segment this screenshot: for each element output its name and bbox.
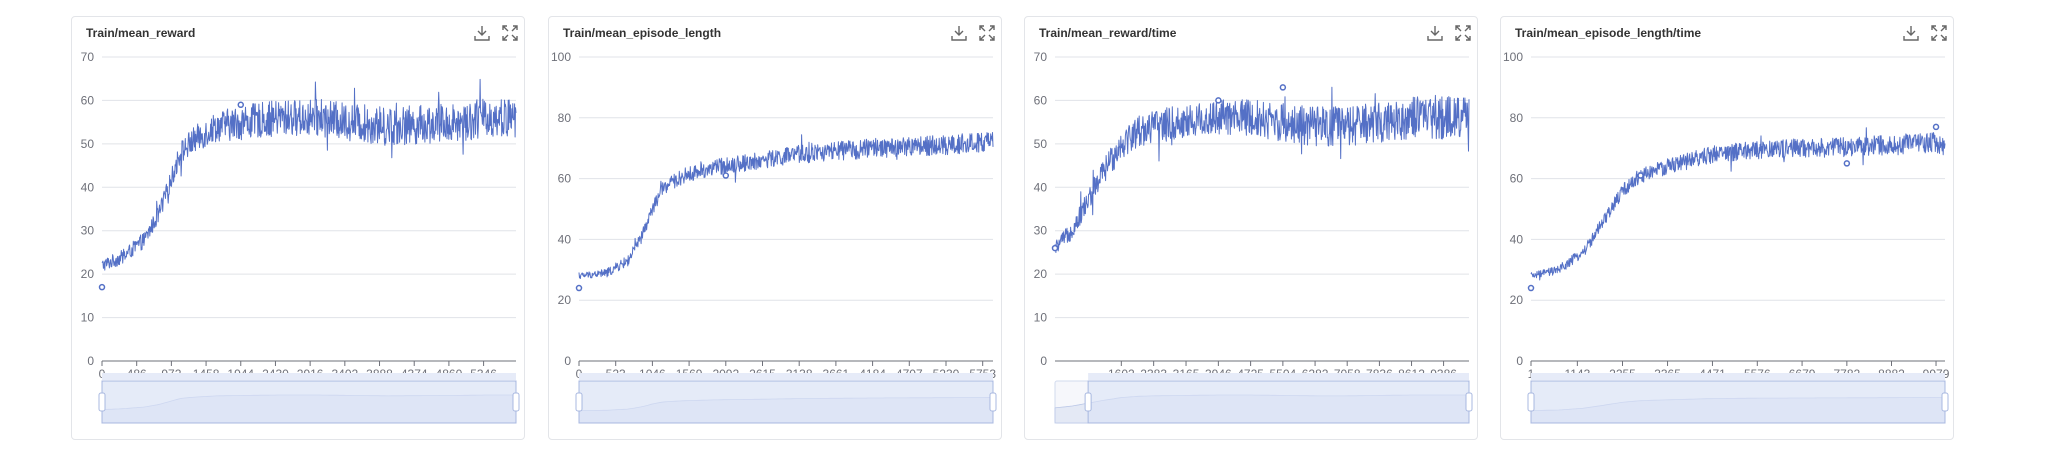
data-point-marker bbox=[1932, 123, 1940, 131]
zoom-handle[interactable] bbox=[575, 392, 583, 412]
zoom-move-bar[interactable] bbox=[1088, 373, 1469, 380]
zoom-selection[interactable] bbox=[1087, 380, 1470, 424]
series-line bbox=[1054, 86, 1470, 253]
series-line bbox=[101, 78, 517, 271]
download-icon[interactable] bbox=[949, 23, 969, 43]
fullscreen-icon[interactable] bbox=[500, 23, 520, 43]
zoom-handle[interactable] bbox=[1527, 392, 1535, 412]
y-tick-label: 70 bbox=[81, 50, 95, 64]
zoom-handle[interactable] bbox=[98, 392, 106, 412]
zoom-selection[interactable] bbox=[101, 380, 517, 424]
chart-title: Train/mean_reward bbox=[86, 26, 196, 40]
download-icon[interactable] bbox=[472, 23, 492, 43]
y-tick-label: 80 bbox=[1510, 111, 1524, 125]
data-point-marker bbox=[237, 101, 245, 109]
y-tick-label: 0 bbox=[1516, 354, 1523, 368]
y-tick-label: 60 bbox=[1510, 172, 1524, 186]
chart-canvas: 0102030405060700486972145819442430291634… bbox=[81, 50, 520, 424]
data-point-marker bbox=[1637, 172, 1644, 179]
fullscreen-icon[interactable] bbox=[977, 23, 997, 43]
chart-title: Train/mean_episode_length/time bbox=[1515, 26, 1702, 40]
zoom-move-bar[interactable] bbox=[102, 373, 516, 380]
chart-canvas: 0204060801000523104615692092261531383661… bbox=[551, 50, 997, 424]
y-tick-label: 30 bbox=[1034, 224, 1048, 238]
series-line bbox=[1530, 127, 1946, 281]
chart-panel-1: Train/mean_reward 0102030405060700486972… bbox=[71, 16, 525, 440]
chart-title: Train/mean_reward/time bbox=[1039, 26, 1177, 40]
y-tick-label: 40 bbox=[558, 232, 572, 246]
y-tick-label: 30 bbox=[81, 224, 95, 238]
y-tick-label: 70 bbox=[1034, 50, 1048, 64]
y-tick-label: 20 bbox=[1510, 293, 1524, 307]
fullscreen-icon[interactable] bbox=[1453, 23, 1473, 43]
data-point-marker bbox=[575, 284, 583, 292]
chart-canvas: 0102030405060701602238331653946472555046… bbox=[1034, 50, 1473, 424]
chart-panel-3: Train/mean_reward/time 01020304050607016… bbox=[1024, 16, 1478, 440]
y-tick-label: 40 bbox=[81, 180, 95, 194]
data-point-marker bbox=[1527, 284, 1535, 292]
zoom-handle[interactable] bbox=[512, 392, 520, 412]
zoom-handle[interactable] bbox=[1941, 392, 1949, 412]
y-tick-label: 60 bbox=[558, 172, 572, 186]
y-tick-label: 100 bbox=[1503, 50, 1523, 64]
data-point-marker bbox=[722, 172, 730, 179]
chart-panel-2: Train/mean_episode_length 02040608010005… bbox=[548, 16, 1002, 440]
download-icon[interactable] bbox=[1901, 23, 1921, 43]
y-tick-label: 10 bbox=[81, 311, 95, 325]
data-point-marker bbox=[1279, 84, 1287, 91]
data-point-marker bbox=[1051, 244, 1059, 252]
data-point-marker bbox=[1215, 97, 1222, 104]
y-tick-label: 50 bbox=[1034, 137, 1048, 151]
fullscreen-icon[interactable] bbox=[1929, 23, 1949, 43]
y-tick-label: 20 bbox=[81, 267, 95, 281]
y-tick-label: 0 bbox=[564, 354, 571, 368]
y-tick-label: 20 bbox=[1034, 267, 1048, 281]
y-tick-label: 60 bbox=[1034, 93, 1048, 107]
zoom-move-bar[interactable] bbox=[1531, 373, 1945, 380]
zoom-handle[interactable] bbox=[1084, 392, 1092, 412]
zoom-handle[interactable] bbox=[989, 392, 997, 412]
y-tick-label: 40 bbox=[1034, 180, 1048, 194]
y-tick-label: 50 bbox=[81, 137, 95, 151]
zoom-selection[interactable] bbox=[578, 380, 994, 424]
y-tick-label: 60 bbox=[81, 93, 95, 107]
y-tick-label: 40 bbox=[1510, 232, 1524, 246]
data-point-marker bbox=[98, 283, 106, 291]
y-tick-label: 10 bbox=[1034, 311, 1048, 325]
data-point-marker bbox=[1843, 160, 1851, 167]
y-tick-label: 80 bbox=[558, 111, 572, 125]
y-tick-label: 20 bbox=[558, 293, 572, 307]
chart-canvas: 0204060801001114322553365447155766679778… bbox=[1503, 50, 1950, 424]
zoom-selection[interactable] bbox=[1530, 380, 1946, 424]
y-tick-label: 100 bbox=[551, 50, 571, 64]
y-tick-label: 0 bbox=[87, 354, 94, 368]
chart-title: Train/mean_episode_length bbox=[563, 26, 722, 40]
series-line bbox=[578, 132, 994, 279]
zoom-handle[interactable] bbox=[1465, 392, 1473, 412]
y-tick-label: 0 bbox=[1040, 354, 1047, 368]
download-icon[interactable] bbox=[1425, 23, 1445, 43]
zoom-move-bar[interactable] bbox=[579, 373, 993, 380]
chart-panel-4: Train/mean_episode_length/time 0 20 40 60 80… bbox=[1500, 16, 1954, 440]
